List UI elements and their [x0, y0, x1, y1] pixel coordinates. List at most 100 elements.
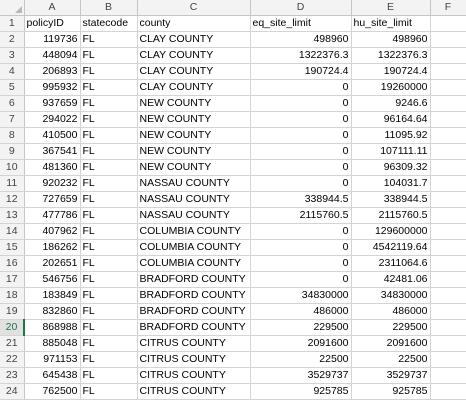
row-header[interactable]: 24: [0, 383, 25, 400]
cell[interactable]: 2115760.5: [250, 207, 352, 224]
cell[interactable]: FL: [80, 367, 138, 384]
cell[interactable]: FL: [80, 191, 138, 208]
cell[interactable]: hu_site_limit: [351, 15, 431, 32]
cell[interactable]: BRADFORD COUNTY: [137, 271, 251, 288]
cell[interactable]: CITRUS COUNTY: [137, 367, 251, 384]
cell[interactable]: NEW COUNTY: [137, 95, 251, 112]
cell[interactable]: [430, 143, 466, 160]
cell[interactable]: 0: [250, 111, 352, 128]
column-header-c[interactable]: C: [137, 0, 251, 16]
cell[interactable]: [430, 351, 466, 368]
cell[interactable]: FL: [80, 159, 138, 176]
cell[interactable]: 0: [250, 271, 352, 288]
row-header[interactable]: 18: [0, 287, 25, 304]
cell[interactable]: 34830000: [351, 287, 431, 304]
cell[interactable]: FL: [80, 303, 138, 320]
column-header-e[interactable]: E: [351, 0, 431, 16]
cell[interactable]: [430, 191, 466, 208]
cell[interactable]: [430, 95, 466, 112]
row-header[interactable]: 23: [0, 367, 25, 384]
cell[interactable]: 2311064.6: [351, 255, 431, 272]
cell[interactable]: FL: [80, 47, 138, 64]
cell[interactable]: 498960: [250, 31, 352, 48]
cell[interactable]: 190724.4: [250, 63, 352, 80]
cell[interactable]: [430, 63, 466, 80]
cell[interactable]: 885048: [24, 335, 81, 352]
cell[interactable]: FL: [80, 143, 138, 160]
cell[interactable]: FL: [80, 31, 138, 48]
cell[interactable]: 2115760.5: [351, 207, 431, 224]
cell[interactable]: [430, 175, 466, 192]
cell[interactable]: BRADFORD COUNTY: [137, 303, 251, 320]
cell[interactable]: 22500: [351, 351, 431, 368]
row-header[interactable]: 7: [0, 111, 25, 128]
cell[interactable]: FL: [80, 63, 138, 80]
column-header-d[interactable]: D: [250, 0, 352, 16]
column-header-f[interactable]: F: [430, 0, 466, 16]
row-header[interactable]: 15: [0, 239, 25, 256]
cell[interactable]: 832860: [24, 303, 81, 320]
column-header-a[interactable]: A: [24, 0, 81, 16]
cell[interactable]: COLUMBIA COUNTY: [137, 239, 251, 256]
cell[interactable]: county: [137, 15, 251, 32]
cell[interactable]: [430, 207, 466, 224]
cell[interactable]: 206893: [24, 63, 81, 80]
cell[interactable]: FL: [80, 127, 138, 144]
column-header-b[interactable]: B: [80, 0, 138, 16]
cell[interactable]: 920232: [24, 175, 81, 192]
cell[interactable]: FL: [80, 319, 138, 336]
cell[interactable]: 727659: [24, 191, 81, 208]
row-header[interactable]: 20: [0, 319, 25, 336]
cell[interactable]: 129600000: [351, 223, 431, 240]
cell[interactable]: [430, 271, 466, 288]
cell[interactable]: 0: [250, 143, 352, 160]
cell[interactable]: FL: [80, 175, 138, 192]
cell[interactable]: 119736: [24, 31, 81, 48]
cell[interactable]: 971153: [24, 351, 81, 368]
row-header[interactable]: 9: [0, 143, 25, 160]
cell[interactable]: FL: [80, 111, 138, 128]
cell[interactable]: 186262: [24, 239, 81, 256]
cell[interactable]: statecode: [80, 15, 138, 32]
cell[interactable]: 202651: [24, 255, 81, 272]
cell[interactable]: 338944.5: [250, 191, 352, 208]
cell[interactable]: CLAY COUNTY: [137, 31, 251, 48]
cell[interactable]: 0: [250, 127, 352, 144]
cell[interactable]: FL: [80, 223, 138, 240]
cell[interactable]: [430, 239, 466, 256]
cell[interactable]: [430, 79, 466, 96]
row-header[interactable]: 11: [0, 175, 25, 192]
cell[interactable]: [430, 15, 466, 32]
cell[interactable]: [430, 287, 466, 304]
cell[interactable]: 0: [250, 255, 352, 272]
cell[interactable]: policyID: [24, 15, 81, 32]
cell[interactable]: 34830000: [250, 287, 352, 304]
cell[interactable]: 104031.7: [351, 175, 431, 192]
cell[interactable]: 645438: [24, 367, 81, 384]
cell[interactable]: COLUMBIA COUNTY: [137, 255, 251, 272]
cell[interactable]: NEW COUNTY: [137, 127, 251, 144]
cell[interactable]: 22500: [250, 351, 352, 368]
cell[interactable]: 925785: [250, 383, 352, 400]
cell[interactable]: 0: [250, 79, 352, 96]
cell[interactable]: 229500: [351, 319, 431, 336]
row-header[interactable]: 13: [0, 207, 25, 224]
cell[interactable]: BRADFORD COUNTY: [137, 319, 251, 336]
cell[interactable]: 937659: [24, 95, 81, 112]
row-header[interactable]: 6: [0, 95, 25, 112]
cell[interactable]: [430, 383, 466, 400]
cell[interactable]: FL: [80, 239, 138, 256]
cell[interactable]: 407962: [24, 223, 81, 240]
cell[interactable]: FL: [80, 287, 138, 304]
cell[interactable]: 96164.64: [351, 111, 431, 128]
row-header[interactable]: 17: [0, 271, 25, 288]
cell[interactable]: 367541: [24, 143, 81, 160]
row-header[interactable]: 14: [0, 223, 25, 240]
cell[interactable]: NEW COUNTY: [137, 143, 251, 160]
cell[interactable]: 546756: [24, 271, 81, 288]
row-header[interactable]: 8: [0, 127, 25, 144]
cell[interactable]: [430, 111, 466, 128]
cell[interactable]: FL: [80, 335, 138, 352]
cell[interactable]: 995932: [24, 79, 81, 96]
cell[interactable]: 448094: [24, 47, 81, 64]
